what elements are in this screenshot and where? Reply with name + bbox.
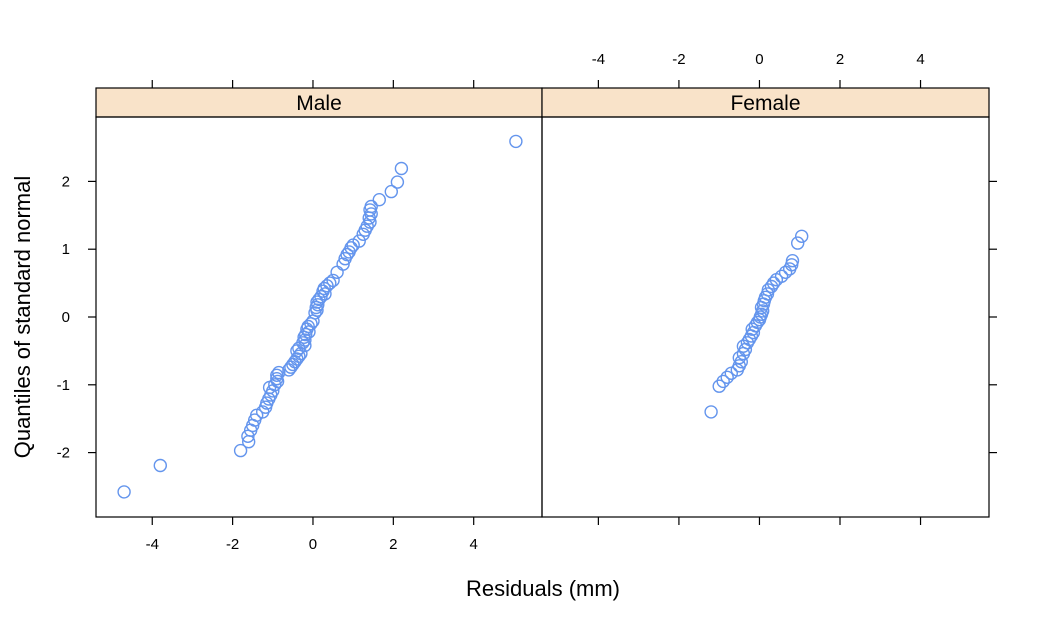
point-female	[716, 374, 730, 389]
point-female	[791, 236, 805, 250]
x-tick-label-male: 0	[309, 536, 317, 553]
x-tick-label-male: -2	[226, 536, 239, 553]
x-axis-title: Residuals (mm)	[466, 576, 620, 601]
point-male	[270, 372, 284, 386]
point-male	[270, 368, 284, 382]
y-tick-label: 0	[62, 309, 70, 326]
point-male	[268, 378, 282, 392]
x-tick-label-female: -4	[592, 51, 605, 68]
point-male	[272, 365, 286, 380]
x-tick-label-female: 2	[836, 51, 844, 68]
point-male	[360, 219, 374, 233]
point-male	[299, 327, 313, 342]
strip-male	[95, 87, 543, 118]
point-female	[704, 405, 718, 419]
point-female	[712, 379, 726, 393]
point-male	[309, 300, 323, 315]
point-female	[745, 322, 759, 336]
point-female	[740, 336, 755, 350]
point-male	[344, 241, 358, 255]
x-tick-label-female: 4	[916, 51, 924, 68]
point-female	[766, 276, 781, 290]
strip-label-male: Male	[296, 92, 342, 115]
point-male	[390, 175, 405, 189]
point-female	[795, 229, 809, 244]
y-axis-title: Quantiles of standard normal	[10, 176, 35, 459]
point-male	[509, 134, 523, 149]
point-male	[117, 485, 131, 499]
strip-label-female: Female	[730, 92, 800, 115]
y-tick-label: -1	[57, 377, 70, 394]
x-tick-label-female: 0	[755, 51, 763, 68]
point-male	[292, 349, 306, 363]
point-male	[318, 287, 332, 301]
point-female	[758, 290, 773, 304]
point-male	[296, 336, 310, 350]
point-male	[372, 192, 386, 207]
x-tick-label-male: -4	[146, 536, 159, 553]
point-male	[153, 458, 168, 473]
chart-layer: Male Female -4 -4 -2 -2 0 0 2 2 4 4 -2 -1 0 1 2	[57, 51, 997, 553]
y-tick-label: 1	[62, 241, 70, 258]
point-male	[294, 346, 308, 361]
point-female	[742, 332, 757, 347]
point-female	[785, 254, 800, 268]
point-male	[314, 290, 328, 304]
point-male	[326, 273, 340, 288]
point-male	[364, 199, 378, 214]
x-tick-label-male: 2	[389, 536, 397, 553]
point-male	[352, 234, 366, 248]
point-female	[764, 279, 779, 294]
point-male	[323, 276, 337, 290]
point-male	[394, 161, 409, 176]
x-tick-label-female: -2	[672, 51, 685, 68]
y-tick-label: -2	[57, 445, 70, 462]
y-tick-label: 2	[62, 173, 70, 190]
point-female	[774, 269, 789, 283]
point-male	[340, 247, 354, 262]
x-tick-label-male: 4	[470, 536, 478, 553]
point-male	[308, 306, 322, 320]
point-male	[233, 443, 248, 458]
point-male	[384, 184, 398, 199]
point-female	[720, 370, 734, 384]
point-male	[298, 338, 312, 353]
point-male	[241, 429, 255, 443]
